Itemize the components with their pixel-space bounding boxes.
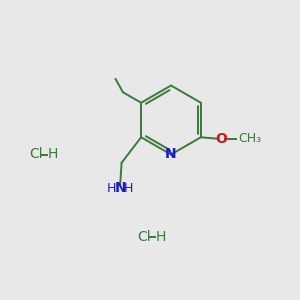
- Text: H: H: [107, 182, 116, 195]
- Text: Cl: Cl: [29, 148, 43, 161]
- Text: Cl: Cl: [137, 230, 151, 244]
- Text: N: N: [114, 181, 126, 195]
- Text: N: N: [165, 148, 177, 161]
- Text: ·: ·: [122, 185, 124, 195]
- Text: H: H: [156, 230, 166, 244]
- Text: CH₃: CH₃: [238, 132, 262, 145]
- Text: H: H: [124, 182, 133, 195]
- Text: H: H: [48, 148, 58, 161]
- Text: O: O: [215, 132, 227, 146]
